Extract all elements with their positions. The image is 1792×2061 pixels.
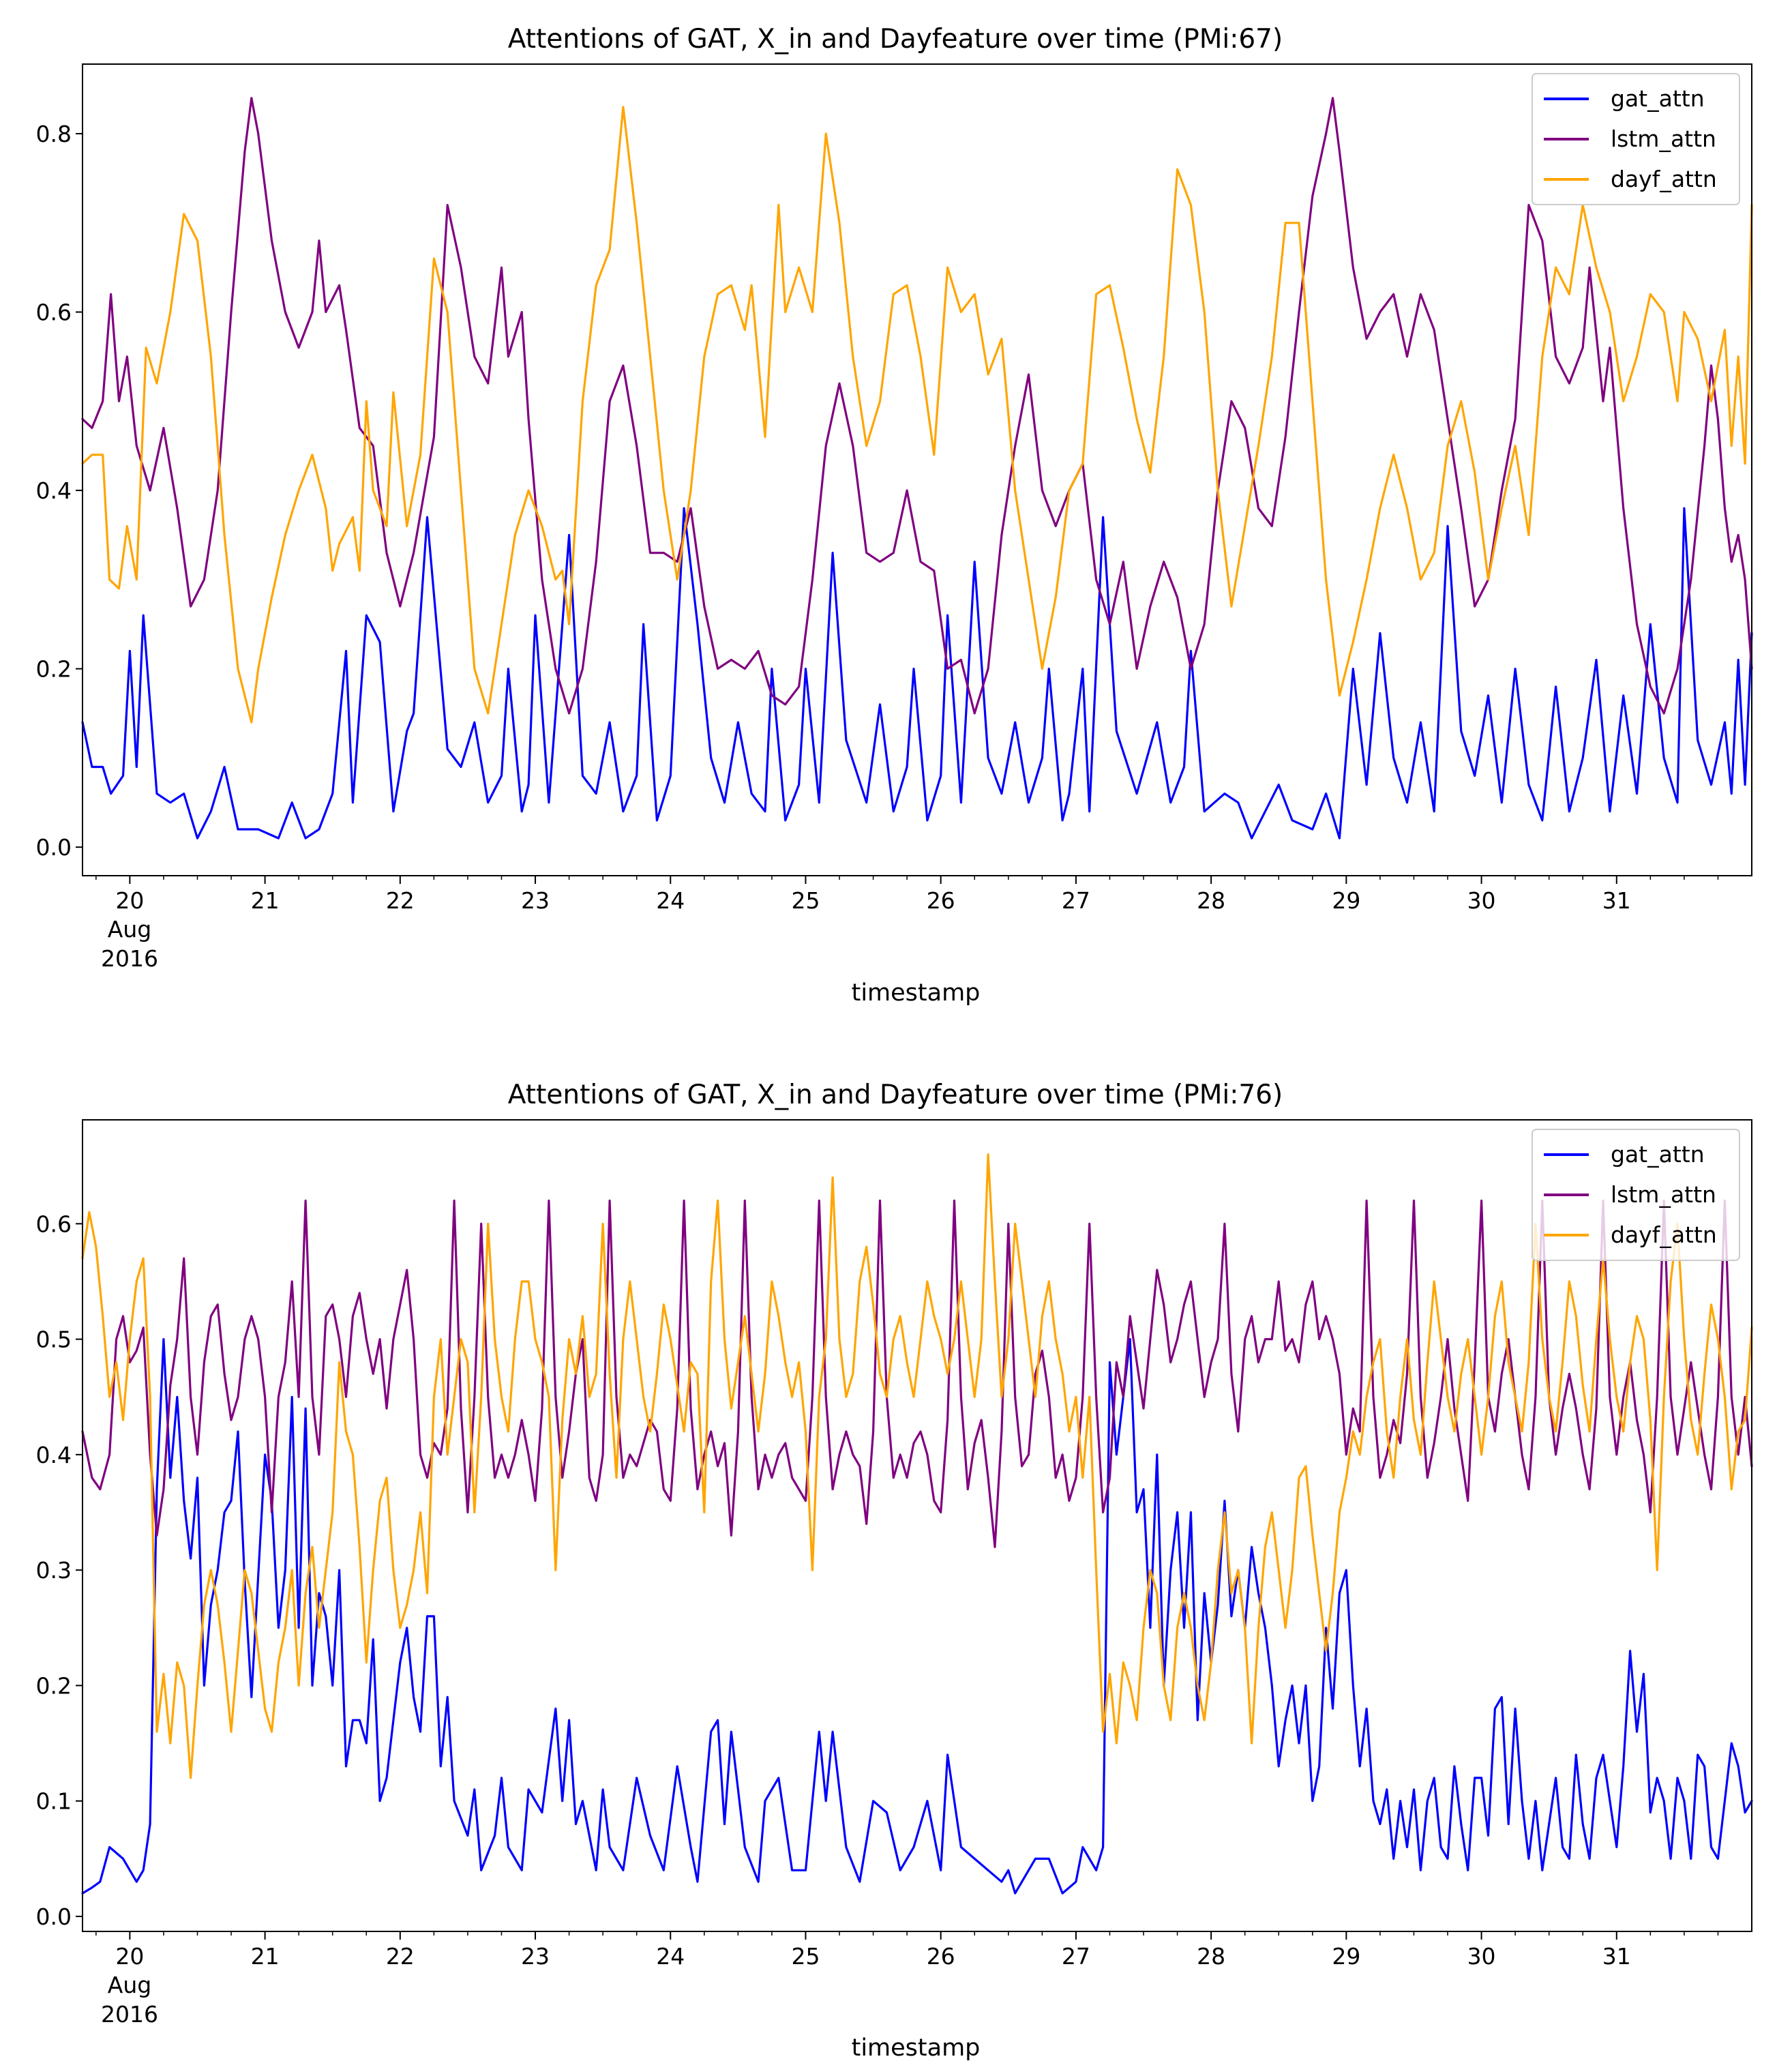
chart-2-x-tick-label: 21 (251, 1943, 280, 1970)
chart-2-x-tick-label: 31 (1602, 1943, 1631, 1970)
chart-2-x-tick-label: 29 (1332, 1943, 1360, 1970)
chart-2-x-axis: 20 21 22 23 24 25 26 27 28 29 30 31 (95, 1931, 1719, 1970)
chart-1-series-dayf (81, 106, 1753, 724)
chart-2-x-tick-label: 30 (1467, 1943, 1496, 1970)
chart-1-legend-label-lstm: lstm_attn (1611, 125, 1716, 152)
chart-1-y-tick-label: 0.8 (36, 121, 72, 147)
chart-2-x-tick-label: 27 (1062, 1943, 1090, 1970)
chart-2-x-tick-label: 23 (521, 1943, 550, 1970)
chart-1-x-tick-label: 28 (1197, 887, 1225, 914)
chart-2-legend-label-lstm: lstm_attn (1611, 1181, 1716, 1208)
chart-2-legend: gat_attn lstm_attn dayf_attn (1532, 1129, 1740, 1261)
chart-2-x-tick-label: 28 (1197, 1943, 1225, 1970)
chart-1-x-tick-label: 29 (1332, 887, 1360, 914)
chart-1-x-axis-label: timestamp (852, 979, 981, 1007)
chart-2: Attentions of GAT, X_in and Dayfeature o… (36, 1080, 1753, 2061)
chart-2-y-tick-label: 0.2 (36, 1672, 72, 1699)
chart-1-x-axis: 20 21 22 23 24 25 26 27 28 29 30 31 (95, 876, 1719, 914)
chart-1-x-tick-label: 30 (1467, 887, 1496, 914)
chart-1-x-tick-label: 21 (251, 887, 280, 914)
chart-1-series-lstm (81, 97, 1753, 715)
chart-1-x-tick-label: 24 (656, 887, 685, 914)
chart-1-legend-label-gat: gat_attn (1611, 85, 1705, 112)
chart-1-series-gat (81, 507, 1753, 840)
chart-1-title: Attentions of GAT, X_in and Dayfeature o… (508, 24, 1283, 55)
chart-2-legend-label-gat: gat_attn (1611, 1141, 1705, 1168)
chart-1-y-tick-label: 0.4 (36, 477, 72, 504)
chart-2-series-lstm (81, 1199, 1753, 1548)
chart-1-x-sub-year: 2016 (101, 945, 158, 972)
chart-2-title: Attentions of GAT, X_in and Dayfeature o… (508, 1080, 1283, 1110)
chart-1-y-tick-label: 0.6 (36, 299, 72, 326)
chart-2-y-tick-label: 0.1 (36, 1788, 72, 1815)
chart-1-legend: gat_attn lstm_attn dayf_attn (1532, 73, 1740, 205)
chart-2-legend-box (1532, 1129, 1740, 1261)
chart-2-x-tick-label: 24 (656, 1943, 685, 1970)
chart-2-y-tick-label: 0.5 (36, 1326, 72, 1353)
chart-1-x-tick-label: 22 (386, 887, 415, 914)
chart-1: Attentions of GAT, X_in and Dayfeature o… (36, 24, 1753, 1007)
chart-2-x-axis-label: timestamp (852, 2034, 981, 2061)
chart-2-series-group (81, 1153, 1753, 1895)
chart-2-legend-label-dayf: dayf_attn (1611, 1221, 1717, 1248)
chart-2-series-gat (81, 1338, 1753, 1895)
chart-2-series-dayf (81, 1153, 1753, 1779)
chart-2-y-tick-label: 0.3 (36, 1557, 72, 1584)
chart-1-x-tick-label: 26 (927, 887, 955, 914)
chart-1-x-tick-label: 20 (115, 887, 144, 914)
chart-1-y-axis: 0.0 0.2 0.4 0.6 0.8 (36, 121, 83, 861)
chart-1-x-sub-month: Aug (108, 916, 151, 943)
chart-1-x-tick-label: 27 (1062, 887, 1090, 914)
chart-2-y-tick-label: 0.6 (36, 1211, 72, 1237)
chart-2-x-tick-label: 25 (791, 1943, 820, 1970)
chart-1-y-tick-label: 0.0 (36, 834, 72, 861)
chart-2-x-tick-label: 22 (386, 1943, 415, 1970)
chart-2-x-tick-label: 26 (927, 1943, 955, 1970)
chart-1-y-tick-label: 0.2 (36, 656, 72, 683)
chart-1-plot-frame (82, 63, 1752, 876)
chart-2-plot-frame (82, 1119, 1752, 1932)
chart-2-y-tick-label: 0.0 (36, 1903, 72, 1930)
chart-1-x-tick-label: 25 (791, 887, 820, 914)
chart-2-x-tick-label: 20 (115, 1943, 144, 1970)
chart-2-y-axis: 0.0 0.1 0.2 0.3 0.4 0.5 0.6 (36, 1211, 83, 1930)
chart-2-x-sub-month: Aug (108, 1972, 151, 1998)
chart-1-x-tick-label: 23 (521, 887, 550, 914)
chart-1-x-tick-label: 31 (1602, 887, 1631, 914)
chart-2-y-tick-label: 0.4 (36, 1442, 72, 1468)
chart-1-series-group (81, 97, 1753, 840)
chart-1-legend-box (1532, 73, 1740, 205)
chart-2-x-sub-year: 2016 (101, 2001, 158, 2028)
chart-1-legend-label-dayf: dayf_attn (1611, 166, 1717, 192)
